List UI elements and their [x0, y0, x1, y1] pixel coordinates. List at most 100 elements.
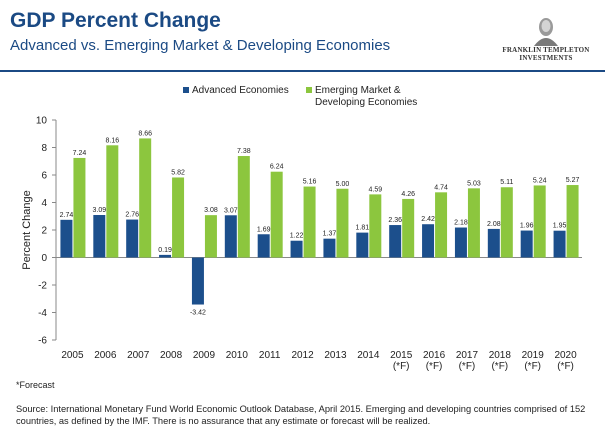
bar-emerging	[204, 215, 217, 258]
bar-emerging	[237, 156, 250, 258]
bar-emerging	[303, 186, 316, 258]
data-label-advanced: 2.18	[454, 220, 468, 227]
header-divider	[0, 70, 605, 72]
legend-swatch-emerging	[306, 87, 312, 93]
data-label-advanced: 2.76	[125, 212, 139, 219]
source-note: Source: International Monetary Fund Worl…	[16, 404, 586, 426]
y-tick-label: -2	[38, 281, 47, 292]
bar-emerging	[500, 187, 513, 258]
x-tick-label: 2018 (*F)	[489, 350, 512, 372]
y-tick-label: 8	[41, 143, 47, 154]
chart-title: GDP Percent Change	[10, 9, 221, 32]
x-tick-label: 2012	[291, 350, 314, 361]
portrait-icon	[534, 18, 558, 46]
legend-swatch-advanced	[183, 87, 189, 93]
y-tick-label: 0	[41, 253, 47, 264]
y-axis-label: Percent Change	[21, 190, 33, 270]
x-tick-label: 2006	[94, 350, 117, 361]
bar-advanced	[422, 224, 435, 258]
data-label-advanced: 2.42	[421, 216, 435, 223]
data-label-advanced: 1.69	[257, 226, 271, 233]
gdp-bar-chart: -6 -4 -2 0 2 4 6 8 10 Percent Change 2.74 7.24 2005 3…	[21, 85, 582, 372]
legend-label-emerging: Emerging Market & Developing Economies	[315, 85, 417, 108]
bar-emerging	[566, 185, 579, 258]
y-tick-label: 2	[41, 226, 47, 237]
data-label-emerging: 5.27	[566, 177, 580, 184]
data-label-advanced: 1.22	[290, 233, 304, 240]
data-label-emerging: 5.16	[303, 179, 317, 186]
x-tick-label: 2011	[259, 350, 281, 361]
bar-advanced	[290, 240, 303, 258]
bar-advanced	[356, 232, 369, 258]
data-label-advanced: 0.19	[158, 247, 172, 254]
data-label-advanced: 1.37	[323, 231, 337, 238]
bar-advanced	[389, 225, 402, 258]
bar-emerging	[402, 198, 415, 258]
y-tick-label: 4	[41, 198, 47, 209]
bar-advanced	[159, 254, 172, 258]
x-tick-label: 2009	[193, 350, 216, 361]
data-label-emerging: 4.74	[434, 184, 448, 191]
data-label-emerging: 5.00	[336, 181, 350, 188]
data-label-emerging: 5.24	[533, 177, 547, 184]
bar-emerging	[336, 188, 349, 258]
x-tick-label: 2010	[226, 350, 249, 361]
x-tick-label: 2007	[127, 350, 150, 361]
data-label-emerging: 5.11	[500, 179, 513, 186]
bar-advanced	[257, 234, 270, 258]
bar-emerging	[172, 177, 185, 258]
data-label-emerging: 4.26	[401, 191, 415, 198]
data-label-emerging: 8.16	[106, 137, 120, 144]
data-label-emerging: 3.08	[204, 207, 218, 214]
data-label-emerging: 6.24	[270, 164, 284, 171]
franklin-templeton-logo: FRANKLIN TEMPLETON INVESTMENTS	[494, 16, 598, 64]
logo-text-line2: INVESTMENTS	[519, 54, 573, 62]
data-label-emerging: 5.82	[171, 169, 185, 176]
x-tick-label: 2020 (*F)	[554, 350, 577, 372]
bar-advanced	[553, 230, 566, 258]
bar-emerging	[73, 157, 86, 258]
bar-advanced	[126, 219, 139, 258]
data-label-advanced: 1.81	[356, 225, 370, 232]
y-tick-label: -4	[38, 308, 47, 319]
bar-advanced	[487, 228, 500, 258]
bar-emerging	[467, 188, 480, 258]
logo-text-line1: FRANKLIN TEMPLETON	[502, 46, 590, 54]
forecast-footnote: *Forecast	[16, 380, 55, 390]
bar-emerging	[435, 192, 448, 258]
x-tick-label: 2019 (*F)	[522, 350, 545, 372]
x-tick-label: 2015 (*F)	[390, 350, 413, 372]
bar-advanced	[60, 219, 73, 258]
bar-emerging	[139, 138, 152, 258]
legend-label-advanced: Advanced Economies	[192, 85, 289, 96]
x-tick-label: 2014	[357, 350, 380, 361]
data-label-advanced: 2.08	[487, 221, 501, 228]
bar-advanced	[520, 230, 533, 258]
bar-emerging	[533, 185, 546, 258]
data-label-advanced: 1.95	[553, 223, 567, 230]
x-tick-label: 2013	[324, 350, 347, 361]
data-label-emerging: 7.38	[237, 148, 251, 155]
y-tick-label: 6	[41, 171, 47, 182]
data-label-emerging: 7.24	[73, 150, 87, 157]
bar-advanced	[454, 227, 467, 258]
bar-emerging	[369, 194, 382, 258]
x-tick-label: 2017 (*F)	[456, 350, 479, 372]
x-tick-label: 2005	[61, 350, 84, 361]
data-label-advanced: 3.09	[93, 207, 107, 214]
x-tick-label: 2016 (*F)	[423, 350, 446, 372]
data-label-advanced: 1.96	[520, 223, 534, 230]
data-label-advanced: 3.07	[224, 207, 238, 214]
x-tick-label: 2008	[160, 350, 183, 361]
data-label-advanced: 2.74	[60, 212, 74, 219]
bar-advanced	[224, 215, 237, 258]
data-label-advanced: -3.42	[190, 310, 206, 317]
bar-emerging	[106, 145, 119, 258]
bar-advanced	[93, 215, 106, 258]
bar-advanced	[323, 238, 336, 258]
y-tick-label: 10	[36, 116, 48, 127]
chart-subtitle: Advanced vs. Emerging Market & Developin…	[10, 37, 391, 54]
bar-advanced	[191, 257, 204, 305]
data-label-emerging: 5.03	[467, 180, 481, 187]
data-label-emerging: 4.59	[369, 186, 383, 193]
